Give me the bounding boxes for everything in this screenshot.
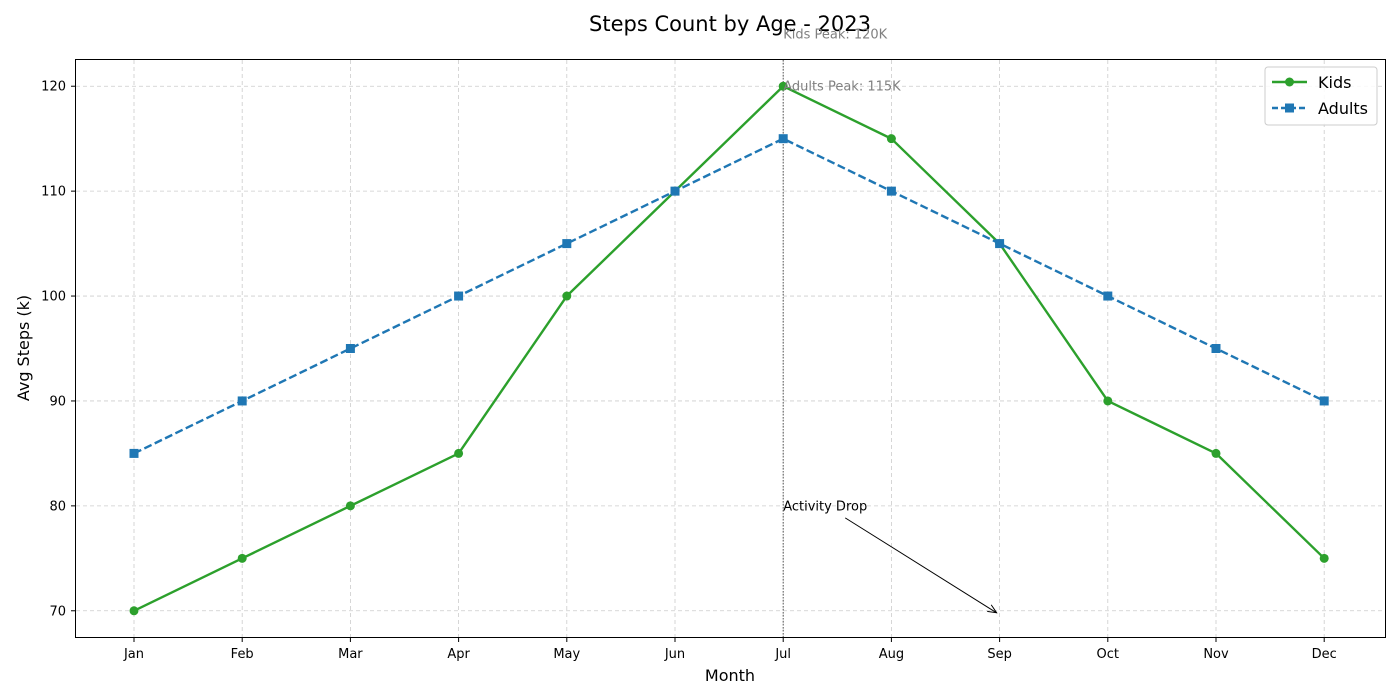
kids-point (237, 553, 247, 563)
y-tick-label: 90 (49, 394, 66, 409)
y-tick-label: 100 (41, 290, 66, 305)
kids-point (1103, 396, 1113, 406)
adults-point (129, 448, 139, 458)
kids-point (1211, 448, 1221, 458)
legend-entry-kids: Kids (1272, 73, 1351, 92)
adults-point (1211, 344, 1221, 353)
x-tick-label: Apr (447, 647, 470, 662)
peak-annotation: Adults Peak: 115K (783, 80, 901, 95)
y-axis-label: Avg Steps (k) (14, 295, 33, 401)
legend-swatch-marker (1285, 103, 1294, 113)
x-tick-label: Nov (1203, 647, 1229, 662)
kids-point (562, 291, 572, 301)
legend-label: Adults (1318, 99, 1368, 118)
adults-point (778, 134, 788, 144)
legend-entry-adults: Adults (1272, 99, 1368, 118)
chart-title: Steps Count by Age - 2023 (589, 12, 871, 36)
x-tick-label: Dec (1312, 647, 1337, 662)
adults-point (562, 239, 572, 249)
annotations: Kids Peak: 120K Adults Peak: 115K Activity… (783, 27, 996, 613)
legend-label: Kids (1318, 73, 1351, 92)
axes: Jan Feb Mar Apr May Jun Jul Aug Sep Oct Nov Dec 70 80… (41, 80, 1337, 662)
kids-point (454, 448, 464, 458)
y-tick-label: 110 (41, 185, 66, 200)
x-tick-label: May (553, 647, 580, 662)
grid (76, 60, 1385, 637)
adults-point (345, 344, 355, 353)
adults-point (886, 186, 896, 196)
activity-drop-arrow (844, 517, 996, 613)
adults-point (1319, 396, 1329, 406)
legend-swatch-marker (1285, 77, 1294, 87)
adults-point (237, 396, 247, 406)
x-tick-label: Sep (987, 647, 1012, 662)
kids-point (886, 134, 896, 144)
adults-line (133, 137, 1325, 455)
x-axis-label: Month (705, 666, 755, 685)
x-tick-label: Oct (1097, 647, 1119, 662)
kids-point (778, 81, 788, 91)
peak-annotation: Kids Peak: 120K (783, 27, 887, 42)
kids-point (345, 501, 355, 511)
plot-area-frame (75, 59, 1386, 638)
x-tick-label: Aug (879, 647, 904, 662)
series-kids (129, 81, 1329, 616)
adults-point (454, 291, 464, 301)
x-tick-label: Jun (664, 647, 685, 662)
y-tick-label: 70 (49, 604, 66, 619)
x-tick-label: Feb (231, 647, 254, 662)
adults-point (1103, 291, 1113, 301)
adults-point (670, 186, 680, 196)
y-tick-label: 80 (49, 499, 66, 514)
adults-point (995, 239, 1005, 249)
kids-point (1319, 553, 1329, 563)
x-tick-label: Jan (123, 647, 144, 662)
x-tick-label: Mar (338, 647, 363, 662)
activity-drop-annotation: Activity Drop (783, 499, 867, 514)
legend: Kids Adults (1264, 66, 1378, 126)
y-tick-label: 120 (41, 80, 66, 95)
kids-line (133, 85, 1326, 612)
series-adults (129, 134, 1329, 458)
x-tick-label: Jul (774, 647, 791, 662)
kids-point (129, 606, 139, 616)
series-lines (129, 81, 1329, 616)
